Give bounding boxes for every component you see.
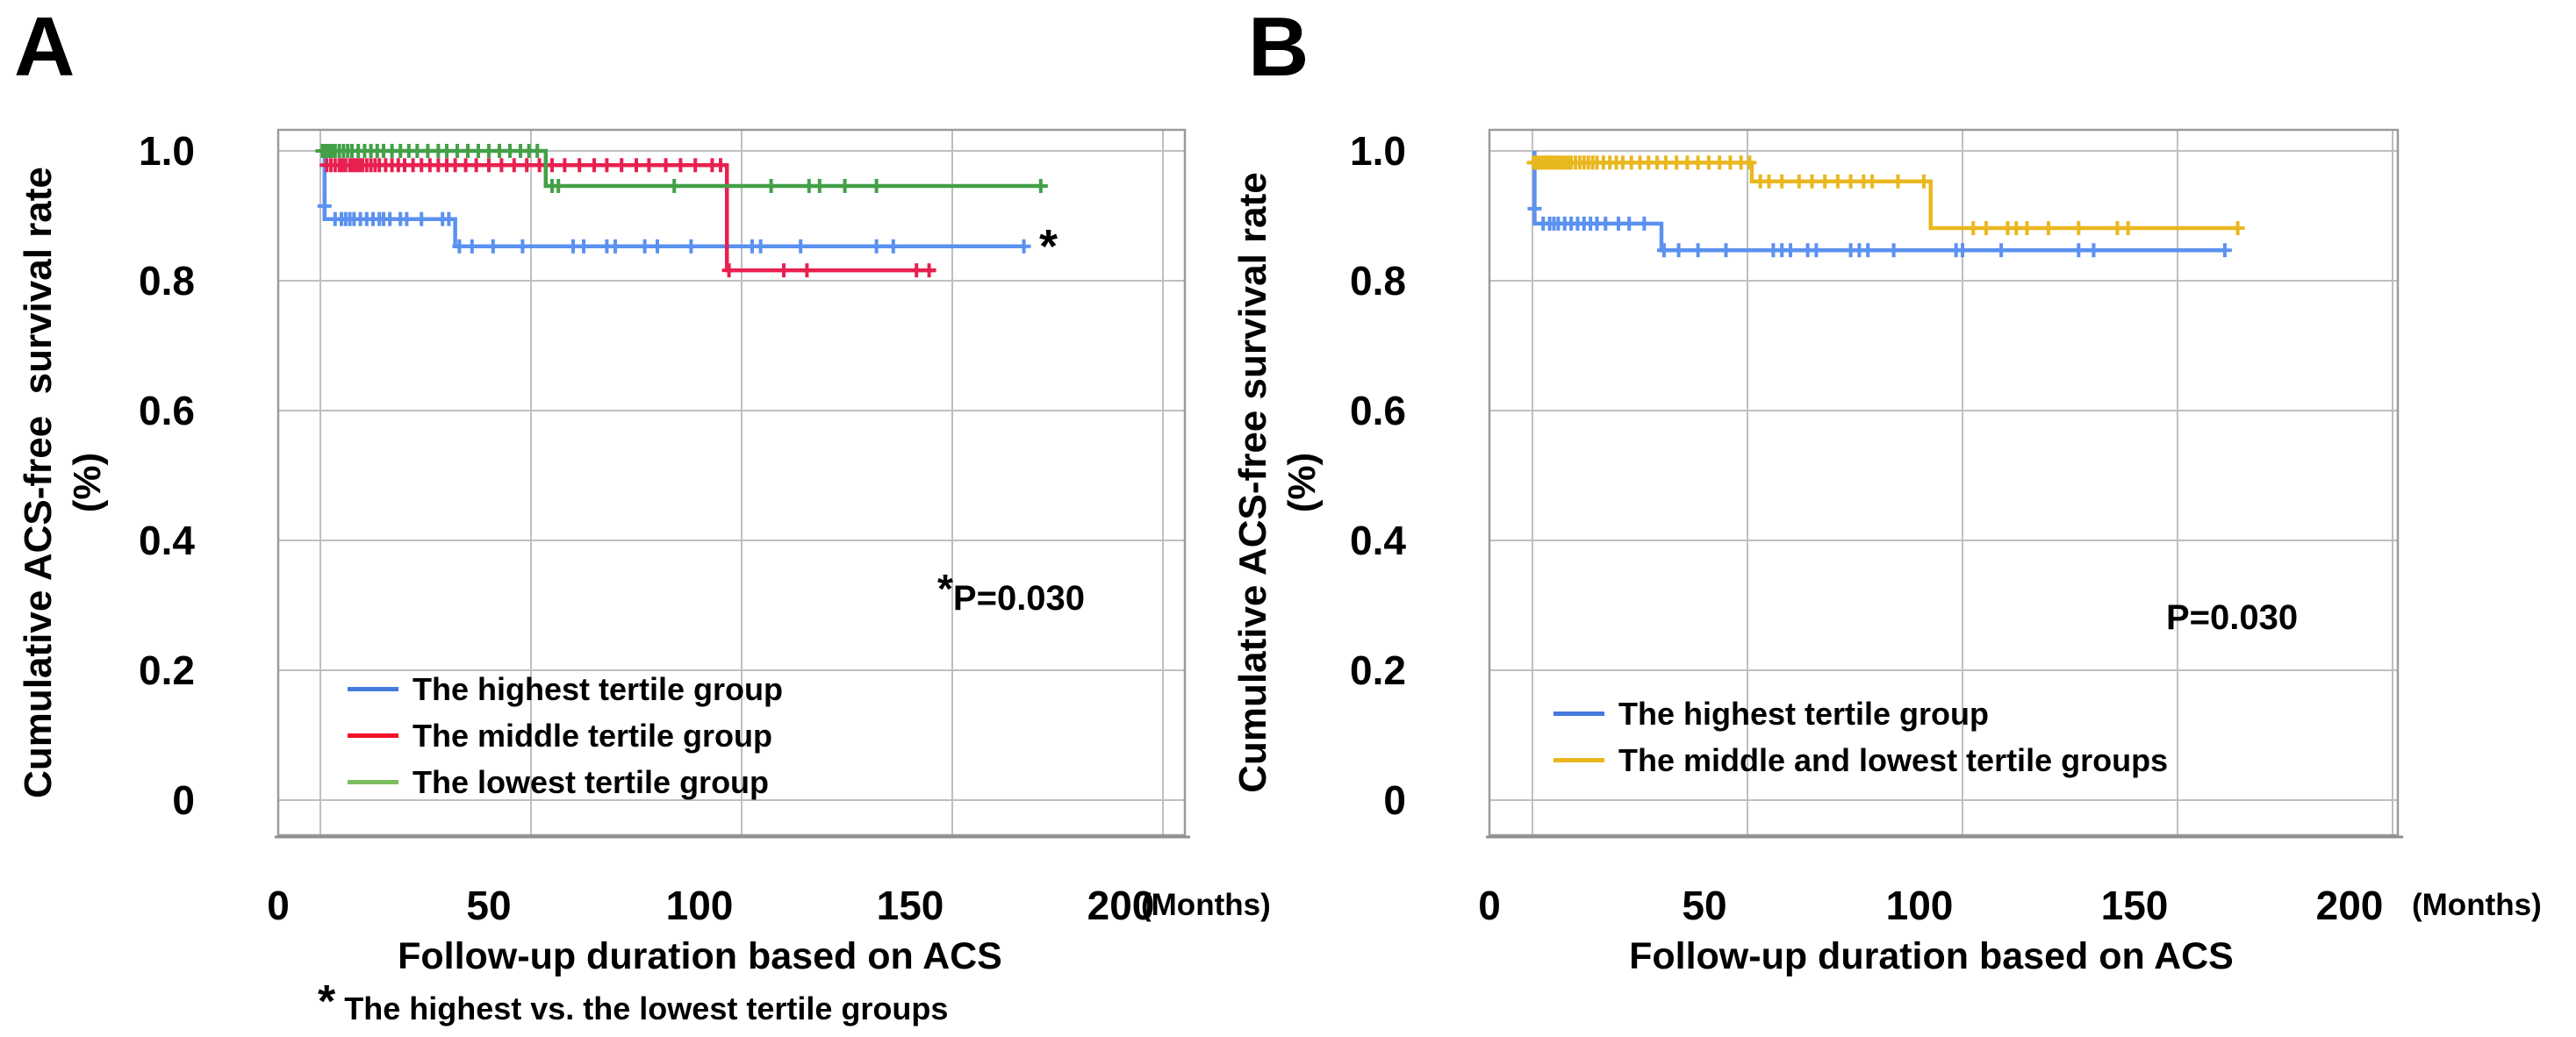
legend-item: The middle and lowest tertile groups: [1553, 737, 2168, 783]
legend-line-swatch: [348, 687, 398, 691]
panel-a-p-value: * P=0.030: [937, 569, 1085, 616]
legend-item-label: The highest tertile group: [1618, 695, 1990, 732]
panel-a-y-axis-title-line2: (%): [66, 452, 109, 513]
panel-b-y-axis-title-line1: Cumulative ACS-free survival rate: [1231, 172, 1274, 793]
survival-curve: [1532, 151, 2225, 253]
legend-item: The highest tertile group: [1553, 690, 2168, 737]
panel-a-y-tick-label: 0.6: [139, 388, 195, 433]
panel-a-y-tick-label: 0.4: [139, 518, 195, 563]
legend-item-label: The middle tertile group: [413, 717, 773, 754]
panel-b-x-tick-label: 200: [2316, 883, 2384, 928]
panel-a-significance-star: *: [1039, 220, 1058, 273]
panel-b-x-tick-label: 150: [2101, 883, 2169, 928]
legend-item: The highest tertile group: [348, 666, 783, 712]
panel-b-label: B: [1248, 0, 1310, 94]
survival-curve: [1532, 161, 2238, 231]
panel-b-x-tick-label: 100: [1886, 883, 1954, 928]
panel-a-x-tick-label: 0: [267, 883, 290, 928]
panel-a-months-unit-label: (Months): [1141, 888, 1271, 922]
legend-item: The lowest tertile group: [348, 759, 783, 805]
panel-a-x-tick-label: 200: [1087, 883, 1155, 928]
panel-b-p-value: P=0.030: [2166, 588, 2298, 635]
panel-a-x-tick-label: 50: [466, 883, 511, 928]
panel-a-x-tick-label: 150: [877, 883, 944, 928]
panel-b-p-value-text: P=0.030: [2166, 598, 2299, 637]
panel-b-x-tick-label: 0: [1478, 883, 1501, 928]
panel-b-plot-border: [1488, 128, 2400, 837]
panel-b-y-tick-label: 0.2: [1350, 647, 1406, 693]
panel-b-legend: The highest tertile group The middle and …: [1553, 690, 2168, 783]
panel-a-plot-border: [276, 128, 1187, 837]
panel-a-p-value-text: P=0.030: [952, 579, 1086, 618]
panel-a-y-tick-label: 0.8: [139, 258, 195, 304]
panel-a-x-axis-title: Follow-up duration based on ACS: [398, 935, 1002, 977]
panel-b-y-tick-label: 1.0: [1350, 128, 1406, 174]
panel-b-months-unit-label: (Months): [2412, 888, 2542, 922]
panel-a-legend: The highest tertile group The middle tert…: [348, 666, 783, 805]
panel-a-y-tick-label: 0: [172, 777, 195, 823]
panel-b-y-tick-label: 0.6: [1350, 388, 1406, 433]
legend-item-label: The middle and lowest tertile groups: [1618, 741, 2169, 778]
panel-b-x-tick-label: 50: [1682, 883, 1726, 928]
panel-a-y-tick-label: 0.2: [139, 647, 195, 693]
legend-line-swatch: [348, 733, 398, 738]
panel-b-y-tick-label: 0.4: [1350, 518, 1406, 563]
panel-b-y-axis-title: Cumulative ACS-free survival rate (%): [1229, 130, 1327, 835]
panel-a-label: A: [14, 0, 75, 94]
panel-b-y-axis-title-line2: (%): [1281, 452, 1324, 513]
legend-line-swatch: [1553, 758, 1604, 762]
legend-item-label: The highest tertile group: [413, 670, 784, 707]
panel-a-x-tick-label: 100: [666, 883, 734, 928]
panel-a-footnote-text: The highest vs. the lowest tertile group…: [344, 991, 949, 1026]
panel-b-y-tick-label: 0: [1383, 777, 1406, 823]
panel-a-y-tick-label: 1.0: [139, 128, 195, 174]
legend-item-label: The lowest tertile group: [413, 763, 770, 800]
panel-b-y-tick-label: 0.8: [1350, 258, 1406, 304]
panel-a-y-axis-title: Cumulative ACS-free survival rate (%): [14, 130, 112, 835]
panel-a-footnote-star: *: [318, 976, 336, 1027]
legend-line-swatch: [1553, 712, 1604, 716]
legend-item: The middle tertile group: [348, 712, 783, 759]
panel-a-footnote: * The highest vs. the lowest tertile gro…: [318, 979, 948, 1025]
panel-a-p-value-star: *: [937, 566, 953, 611]
panel-b-x-axis-title: Follow-up duration based on ACS: [1629, 935, 2234, 977]
panel-a-y-axis-title-line1: Cumulative ACS-free survival rate: [17, 167, 60, 798]
legend-line-swatch: [348, 780, 398, 784]
